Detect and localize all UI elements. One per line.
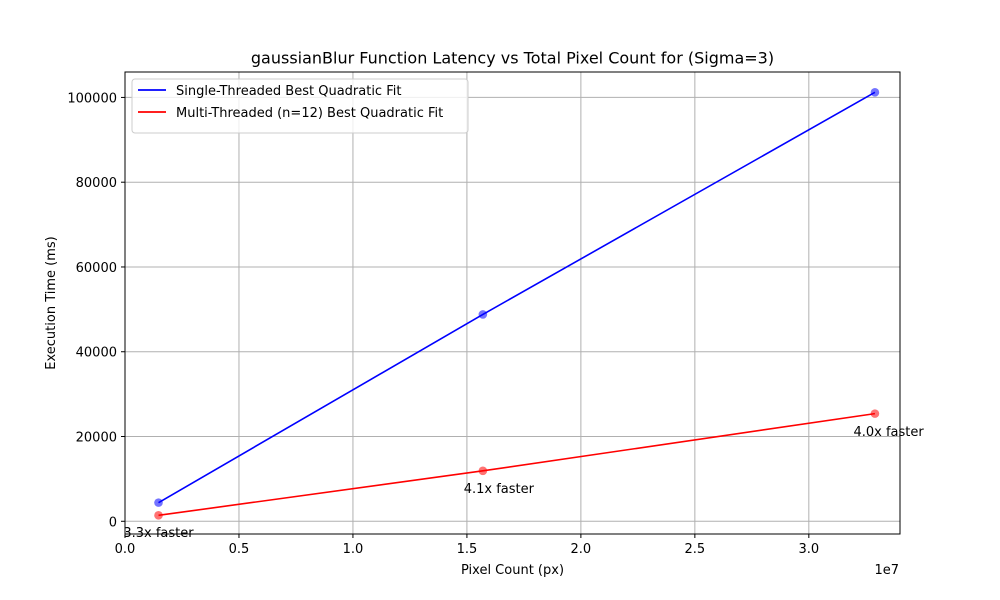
legend: Single-Threaded Best Quadratic Fit Multi-… xyxy=(131,78,469,134)
data-point xyxy=(478,310,488,319)
annotation-label: 3.3x faster xyxy=(123,526,194,541)
y-axis-label: Execution Time (ms) xyxy=(44,236,59,369)
y-tick-label: 0 xyxy=(109,515,117,530)
x-tick-label: 3.0 xyxy=(798,542,819,557)
data-point xyxy=(870,409,880,418)
y-tick-label: 40000 xyxy=(76,346,117,361)
legend-label: Single-Threaded Best Quadratic Fit xyxy=(176,84,401,99)
x-axis-offset-text: 1e7 xyxy=(874,563,899,578)
y-tick-label: 20000 xyxy=(76,431,117,446)
y-tick-label: 80000 xyxy=(76,176,117,191)
legend-box xyxy=(131,78,469,134)
data-point xyxy=(870,88,880,97)
series-line xyxy=(158,412,876,517)
x-tick-label: 2.0 xyxy=(571,542,592,557)
series-points xyxy=(154,88,880,520)
data-point xyxy=(154,511,163,520)
grid xyxy=(124,72,900,534)
x-tick-label: 1.5 xyxy=(457,542,478,557)
annotations: 3.3x faster 4.1x faster 4.0x faster xyxy=(123,425,924,541)
x-tick-label: 0.0 xyxy=(115,542,136,557)
y-tick-label: 100000 xyxy=(67,91,117,106)
chart-title: gaussianBlur Function Latency vs Total P… xyxy=(251,49,774,68)
y-tick-label: 60000 xyxy=(76,261,117,276)
annotation-label: 4.0x faster xyxy=(853,425,924,440)
series-line xyxy=(158,91,876,504)
x-axis-ticks: 0.0 0.5 1.0 1.5 2.0 2.5 3.0 xyxy=(115,534,819,557)
x-axis-label: Pixel Count (px) xyxy=(461,563,564,578)
legend-label: Multi-Threaded (n=12) Best Quadratic Fit xyxy=(176,106,443,121)
x-tick-label: 1.0 xyxy=(343,542,364,557)
x-tick-label: 0.5 xyxy=(229,542,250,557)
data-point xyxy=(154,498,163,507)
y-axis-ticks: 0 20000 40000 60000 80000 100000 xyxy=(67,91,125,530)
data-point xyxy=(478,466,488,476)
series-lines xyxy=(158,91,876,517)
x-tick-label: 2.5 xyxy=(685,542,706,557)
annotation-label: 4.1x faster xyxy=(464,482,535,497)
plot-frame xyxy=(124,71,901,535)
